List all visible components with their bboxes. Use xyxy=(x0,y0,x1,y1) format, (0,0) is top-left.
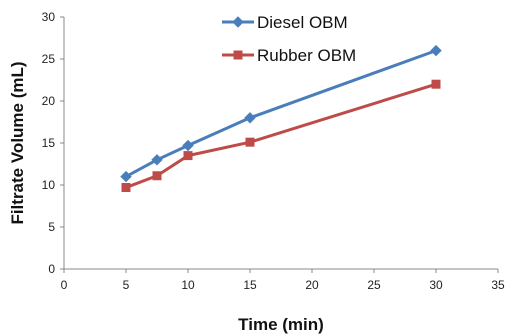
series-diesel-obm xyxy=(120,44,442,183)
x-tick-label: 0 xyxy=(61,278,68,292)
y-tick-label: 0 xyxy=(48,262,55,276)
legend-label: Rubber OBM xyxy=(257,46,356,65)
data-point-rubber-obm xyxy=(431,79,441,89)
data-point-rubber-obm xyxy=(183,151,193,161)
y-tick-label: 25 xyxy=(42,52,56,66)
series xyxy=(120,44,442,193)
legend-label: Diesel OBM xyxy=(257,13,348,32)
x-tick-label: 15 xyxy=(243,278,257,292)
x-tick-label: 25 xyxy=(367,278,381,292)
data-point-rubber-obm xyxy=(152,171,162,181)
data-point-diesel-obm xyxy=(151,154,163,166)
legend-entry-rubber-obm: Rubber OBM xyxy=(222,46,356,65)
data-point-diesel-obm xyxy=(182,139,194,152)
x-tick-label: 10 xyxy=(181,278,195,292)
data-point-rubber-obm xyxy=(245,137,255,147)
data-point-diesel-obm xyxy=(120,170,132,183)
series-line-diesel-obm xyxy=(125,49,437,178)
x-tick-label: 35 xyxy=(491,278,505,292)
legend: Diesel OBM Rubber OBM xyxy=(222,13,356,65)
y-tick-label: 5 xyxy=(48,220,55,234)
y-tick-label: 10 xyxy=(42,178,56,192)
data-point-diesel-obm xyxy=(430,44,442,57)
y-axis-title: Filtrate Volume (mL) xyxy=(8,61,27,224)
y-tick-label: 20 xyxy=(42,94,56,108)
y-tick-label: 15 xyxy=(42,136,56,150)
data-point-diesel-obm xyxy=(244,112,256,124)
x-axis-title: Time (min) xyxy=(238,315,324,334)
x-tick-label: 5 xyxy=(123,278,130,292)
ticks: 0 5 10 15 20 25 30 35 0 5 10 15 20 25 30 xyxy=(42,10,505,292)
data-point-rubber-obm xyxy=(121,183,131,193)
legend-swatch-marker xyxy=(232,16,244,28)
y-tick-label: 30 xyxy=(42,10,56,24)
x-tick-label: 20 xyxy=(305,278,319,292)
series-rubber-obm xyxy=(121,79,441,193)
legend-swatch-marker xyxy=(233,50,243,60)
x-tick-label: 30 xyxy=(429,278,443,292)
series-line-rubber-obm xyxy=(125,82,437,189)
legend-entry-diesel-obm: Diesel OBM xyxy=(222,13,348,32)
